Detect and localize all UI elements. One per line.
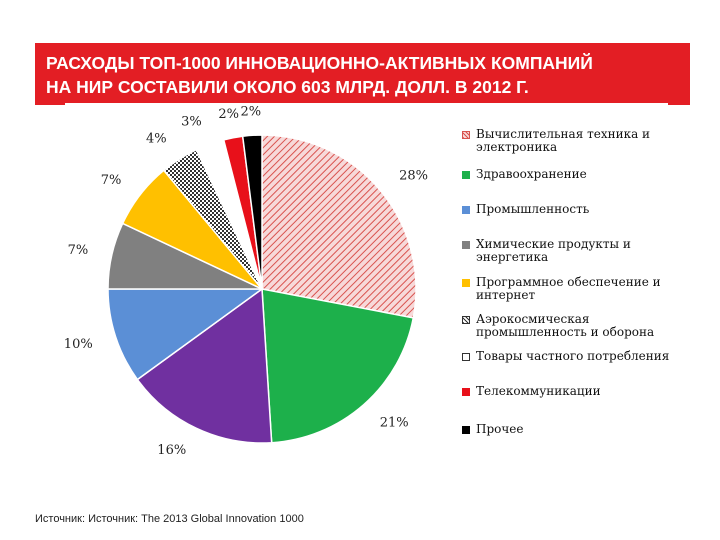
legend-swatch xyxy=(462,426,470,434)
pie-label-0: 28% xyxy=(399,169,428,184)
legend-swatch xyxy=(462,171,470,179)
pie-slice-2 xyxy=(136,287,273,444)
pie-slice-0 xyxy=(261,134,417,319)
pie-slice-1 xyxy=(261,288,415,444)
legend-swatch xyxy=(462,241,470,249)
pie-slices xyxy=(107,134,417,444)
pie-label-9: 2% xyxy=(241,104,262,119)
title-banner xyxy=(35,43,690,105)
pie-label-3: 10% xyxy=(64,337,93,352)
pie-label-4: 7% xyxy=(68,243,89,258)
slide-title: РАСХОДЫ ТОП-1000 ИННОВАЦИОННО-АКТИВНЫХ К… xyxy=(46,53,593,97)
legend-label: Здравоохранение xyxy=(476,167,587,181)
pie-slice-3 xyxy=(107,288,265,381)
pie-label-8: 2% xyxy=(218,107,239,122)
legend-label: Вычислительная техника и электроника xyxy=(476,127,651,154)
legend-label: Товары частного потребления xyxy=(476,349,670,363)
pie-label-7: 3% xyxy=(181,115,202,130)
legend-label: Химические продукты и энергетика xyxy=(476,237,631,264)
legend-label: Телекоммуникации xyxy=(476,384,601,398)
pie-labels: 28% 21% 16% 10% 7% 7% 4% 3% 2% 2% xyxy=(64,104,428,458)
legend-swatch xyxy=(462,388,470,396)
legend-swatch xyxy=(462,279,470,287)
legend-label: Прочее xyxy=(476,422,524,436)
legend-swatch xyxy=(462,206,470,214)
legend-swatch xyxy=(462,316,470,324)
source-note: Источник: Источник: The 2013 Global Inno… xyxy=(35,513,304,525)
pie-label-5: 7% xyxy=(101,173,122,188)
pie-label-2: 16% xyxy=(157,443,186,458)
legend-label: Программное обеспечение и интернет xyxy=(476,275,661,302)
pie-label-1: 21% xyxy=(380,416,409,431)
legend-label: Аэрокосмическая промышленность и оборона xyxy=(476,312,655,339)
legend-swatch xyxy=(462,353,470,361)
legend-label: Промышленность xyxy=(476,202,590,216)
pie-label-6: 4% xyxy=(146,132,167,147)
legend-swatch xyxy=(462,131,470,139)
pie-slice-9 xyxy=(241,134,263,290)
